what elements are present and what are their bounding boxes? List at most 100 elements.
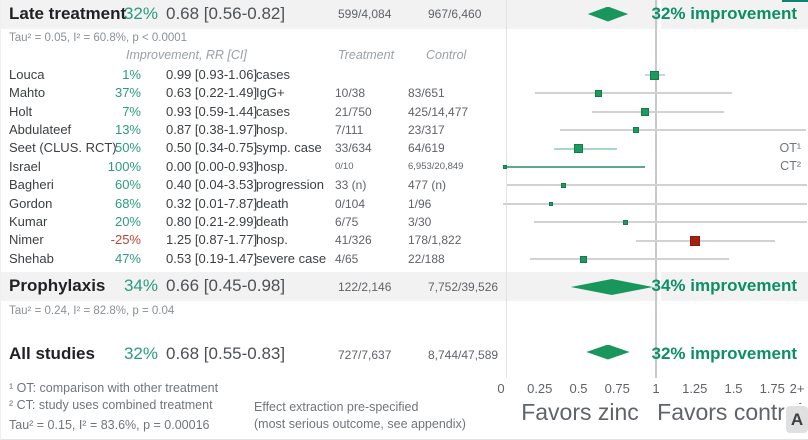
prophylaxis-treatment-count: 122/2,146	[338, 280, 392, 294]
study-control-count: 83/651	[408, 86, 445, 101]
prophylaxis-label: Prophylaxis	[9, 276, 106, 295]
study-treatment-count: 0/10	[335, 160, 354, 172]
study-rr-ci: 0.63 [0.22-1.49]	[166, 85, 258, 101]
study-improvement-pct: 13%	[114, 122, 141, 137]
study-name: Nimer	[9, 232, 44, 248]
study-outcome: death	[256, 214, 289, 229]
study-outcome: hosp.	[256, 122, 288, 137]
study-treatment-count: 7/111	[335, 123, 364, 137]
study-rr-ci: 1.25 [0.87-1.77]	[166, 232, 258, 248]
study-name: Bagheri	[9, 177, 54, 193]
study-outcome: cases	[256, 103, 290, 119]
late-control-count: 967/6,460	[428, 7, 482, 21]
plot-left-border	[506, 0, 507, 378]
study-rr-ci: 0.87 [0.38-1.97]	[166, 122, 258, 137]
study-treatment-count: 33/634	[335, 141, 372, 156]
study-treatment-count: 0/104	[335, 196, 366, 211]
x-axis-tick: 2+	[789, 381, 805, 396]
study-outcome: symp. case	[256, 140, 322, 156]
study-outcome: cases	[256, 66, 290, 82]
column-header-control: Control	[426, 48, 467, 62]
study-row: Louca 1% 0.99 [0.93-1.06] cases	[1, 66, 808, 85]
all-studies-pct: 32%	[123, 344, 158, 363]
late-treatment-pct: 32%	[123, 4, 158, 23]
band-divider	[658, 0, 661, 29]
study-improvement-pct: 68%	[114, 195, 141, 211]
x-axis-tick: 1.5	[724, 381, 743, 396]
all-studies-label: All studies	[9, 344, 95, 363]
prophylaxis-pct: 34%	[123, 276, 158, 295]
study-outcome: hosp.	[256, 232, 288, 248]
study-improvement-pct: 7%	[122, 103, 141, 119]
study-control-count: 1/96	[408, 196, 432, 211]
study-row: Shehab 47% 0.53 [0.19-1.47] severe case …	[1, 250, 808, 269]
study-name: Kumar	[9, 214, 48, 229]
study-outcome: hosp.	[256, 158, 288, 174]
study-improvement-pct: 50%	[114, 140, 141, 156]
study-control-count: 3/30	[408, 215, 432, 229]
study-control-count: 22/188	[408, 251, 445, 266]
study-rr-ci: 0.53 [0.19-1.47]	[166, 250, 258, 266]
study-improvement-pct: -25%	[110, 232, 141, 248]
all-studies-treatment-count: 727/7,637	[338, 348, 392, 362]
study-row: Abdulateef 13% 0.87 [0.38-1.97] hosp. 7/…	[1, 121, 808, 140]
favors-zinc-label: Favors zinc	[521, 399, 639, 425]
x-axis-tick: 1	[652, 381, 660, 396]
column-header-improvement-rr: Improvement, RR [CI]	[126, 48, 247, 62]
study-name: Shehab	[9, 250, 54, 266]
study-row: Seet (CLUS. RCT) 50% 0.50 [0.34-0.75] sy…	[1, 139, 808, 158]
study-improvement-pct: 37%	[114, 85, 141, 101]
study-name: Mahto	[9, 85, 46, 101]
study-treatment-count: 21/750	[335, 104, 372, 119]
study-row: Mahto 37% 0.63 [0.22-1.49] IgG+ 10/38 83…	[1, 84, 808, 103]
x-axis-tick: 1.75	[759, 381, 785, 396]
study-improvement-pct: 100%	[107, 158, 141, 174]
late-improvement-label: 32% improvement	[651, 4, 798, 23]
x-axis-tick: 1.25	[682, 381, 708, 396]
study-improvement-pct: 1%	[122, 66, 141, 82]
study-row: Nimer -25% 1.25 [0.87-1.77] hosp. 41/326…	[1, 231, 808, 250]
x-axis-tick: 0	[497, 381, 505, 396]
footnote-ot: ¹ OT: comparison with other treatment	[9, 381, 219, 395]
all-studies-rr-ci: 0.68 [0.55-0.83]	[166, 344, 286, 363]
study-name: Israel	[9, 158, 41, 174]
study-outcome: IgG+	[256, 85, 285, 101]
prophylaxis-heterogeneity-note: Tau² = 0.24, I² = 82.8%, p = 0.04	[9, 305, 175, 317]
all-studies-heterogeneity-note: Tau² = 0.15, I² = 83.6%, p = 0.00016	[9, 418, 210, 432]
study-name: Abdulateef	[9, 122, 72, 137]
study-control-count: 6,953/20,849	[408, 160, 464, 172]
study-rr-ci: 0.80 [0.21-2.99]	[166, 214, 258, 229]
study-control-count: 178/1,822	[408, 233, 462, 248]
study-rr-ci: 0.99 [0.93-1.06]	[166, 66, 258, 82]
band-divider	[658, 272, 661, 301]
study-row: Gordon 68% 0.32 [0.01-7.87] death 0/104 …	[1, 195, 808, 214]
late-treatment-band	[1, 0, 808, 29]
late-treatment-rr-ci: 0.68 [0.56-0.82]	[166, 4, 286, 23]
late-heterogeneity-note: Tau² = 0.05, I² = 60.8%, p < 0.0001	[9, 32, 188, 44]
late-treatment-label: Late treatment	[9, 4, 127, 23]
prophylaxis-rr-ci: 0.66 [0.45-0.98]	[166, 276, 286, 295]
study-name: Holt	[9, 103, 33, 119]
study-rr-ci: 0.00 [0.00-0.93]	[166, 158, 258, 174]
study-outcome: death	[256, 195, 289, 211]
study-control-count: 477 (n)	[408, 178, 447, 193]
study-outcome: progression	[256, 177, 324, 193]
study-rr-ci: 0.93 [0.59-1.44]	[166, 103, 258, 119]
study-treatment-count: 10/38	[335, 86, 366, 101]
prophylaxis-control-count: 7,752/39,526	[428, 280, 499, 294]
study-rr-ci: 0.32 [0.01-7.87]	[166, 195, 258, 211]
study-rr-ci: 0.50 [0.34-0.75]	[166, 140, 258, 156]
study-row: Israel 100% 0.00 [0.00-0.93] hosp. 0/10 …	[1, 158, 808, 177]
late-treatment-count: 599/4,084	[338, 7, 392, 21]
study-treatment-count: 41/326	[335, 233, 372, 248]
rr-one-gridline	[655, 0, 657, 378]
study-treatment-count: 33 (n)	[335, 178, 367, 193]
favors-control-label: Favors control	[657, 399, 803, 425]
footnote-ct: ² CT: study uses combined treatment	[9, 398, 213, 412]
study-control-count: 425/14,477	[408, 104, 469, 119]
study-improvement-pct: 20%	[114, 214, 141, 229]
study-row: Holt 7% 0.93 [0.59-1.44] cases 21/750 42…	[1, 103, 808, 122]
study-control-count: 23/317	[408, 123, 445, 137]
x-axis-tick: 0.75	[604, 381, 630, 396]
